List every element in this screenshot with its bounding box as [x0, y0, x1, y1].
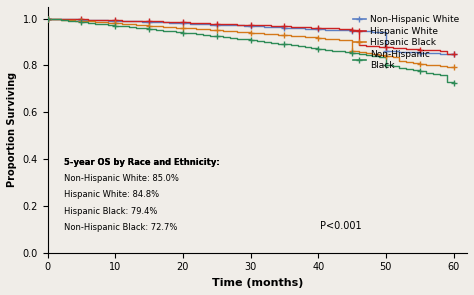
Text: P<0.001: P<0.001 — [320, 221, 362, 231]
Legend: Non-Hispanic White, Hispanic White, Hispanic Black, Non-Hispanic
Black: Non-Hispanic White, Hispanic White, Hisp… — [349, 12, 463, 73]
Text: Non-Hispanic Black: 72.7%: Non-Hispanic Black: 72.7% — [64, 223, 178, 232]
X-axis label: Time (months): Time (months) — [211, 278, 303, 288]
Y-axis label: Proportion Surviving: Proportion Surviving — [7, 72, 17, 187]
Text: Hispanic Black: 79.4%: Hispanic Black: 79.4% — [64, 206, 158, 216]
Text: 5-year OS by Race and Ethnicity:: 5-year OS by Race and Ethnicity: — [64, 158, 220, 167]
Text: Non-Hispanic White: 85.0%: Non-Hispanic White: 85.0% — [64, 174, 179, 183]
Text: 5-year OS by Race and Ethnicity:: 5-year OS by Race and Ethnicity: — [64, 158, 220, 167]
Text: Hispanic White: 84.8%: Hispanic White: 84.8% — [64, 190, 159, 199]
